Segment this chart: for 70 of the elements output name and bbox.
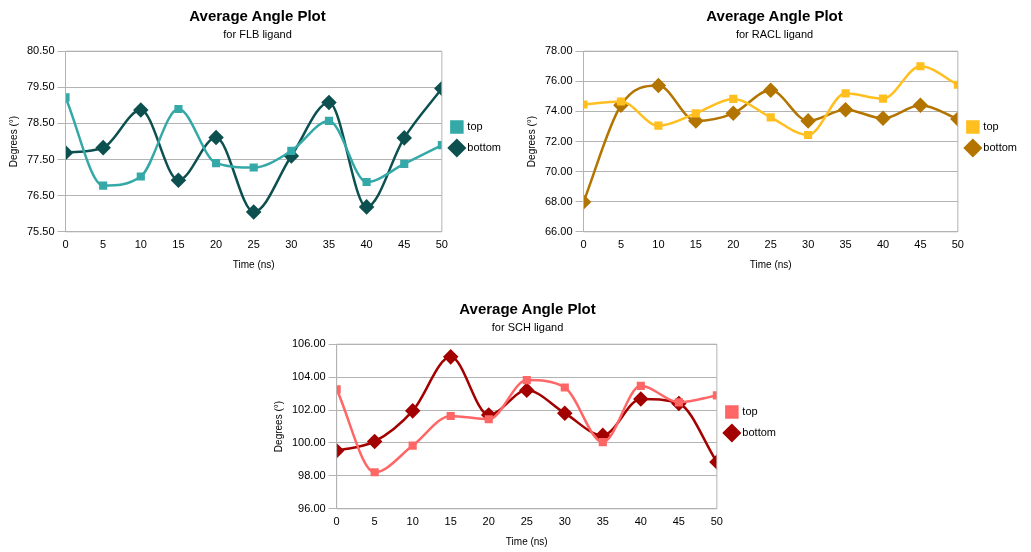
y-axis-title: Degrees (°) xyxy=(272,400,284,453)
x-tick-label: 0 xyxy=(333,515,340,528)
y-tick-label: 74.00 xyxy=(545,104,573,117)
x-tick-label: 30 xyxy=(802,238,815,251)
chart-title: Average Angle Plot xyxy=(706,7,843,25)
x-tick-label: 20 xyxy=(727,238,740,251)
y-tick-label: 76.00 xyxy=(545,74,573,87)
x-tick-label: 15 xyxy=(444,515,457,528)
x-tick-label: 35 xyxy=(322,238,336,251)
legend-label: top xyxy=(742,405,758,418)
chart-title: Average Angle Plot xyxy=(459,300,596,318)
x-tick-label: 10 xyxy=(406,515,419,528)
x-tick-label: 50 xyxy=(710,515,723,528)
x-axis-title: Time (ns) xyxy=(505,535,548,547)
x-tick-label: 35 xyxy=(596,515,609,528)
y-tick-label: 76.50 xyxy=(27,188,55,201)
x-tick-label: 40 xyxy=(634,515,647,528)
y-tick-label: 106.00 xyxy=(291,337,326,350)
x-tick-label: 5 xyxy=(100,238,107,251)
legend-label: bottom xyxy=(983,141,1018,154)
x-tick-label: 0 xyxy=(62,238,69,251)
y-tick-label: 100.00 xyxy=(291,435,326,448)
x-tick-label: 20 xyxy=(209,238,223,251)
y-tick-label: 77.50 xyxy=(27,152,55,165)
x-axis-title: Time (ns) xyxy=(749,258,792,270)
y-tick-label: 78.50 xyxy=(27,116,55,129)
chart-subtitle: for FLB ligand xyxy=(223,27,292,40)
x-tick-label: 10 xyxy=(652,238,665,251)
y-tick-label: 104.00 xyxy=(291,370,326,383)
x-tick-label: 10 xyxy=(134,238,147,251)
legend-label: bottom xyxy=(742,426,777,439)
legend-label: top xyxy=(983,120,999,133)
x-tick-label: 35 xyxy=(839,238,852,251)
y-tick-label: 96.00 xyxy=(298,501,326,514)
y-tick-label: 68.00 xyxy=(545,194,573,207)
x-tick-label: 50 xyxy=(951,238,964,251)
x-tick-label: 25 xyxy=(247,238,260,251)
y-axis-title: Degrees (°) xyxy=(7,115,19,168)
x-tick-label: 25 xyxy=(764,238,777,251)
y-tick-label: 75.50 xyxy=(27,224,55,237)
x-tick-label: 30 xyxy=(285,238,298,251)
x-tick-label: 15 xyxy=(172,238,185,251)
y-tick-label: 78.00 xyxy=(545,44,573,57)
x-tick-label: 50 xyxy=(435,238,448,251)
legend-label: top xyxy=(467,120,483,133)
x-tick-label: 15 xyxy=(689,238,702,251)
x-tick-label: 45 xyxy=(672,515,685,528)
y-axis-title: Degrees (°) xyxy=(525,115,537,168)
x-tick-label: 30 xyxy=(558,515,571,528)
x-tick-label: 5 xyxy=(371,515,378,528)
y-tick-label: 80.50 xyxy=(27,44,55,57)
y-tick-label: 102.00 xyxy=(291,403,326,416)
legend-label: bottom xyxy=(467,141,502,154)
y-tick-label: 66.00 xyxy=(545,224,573,237)
y-tick-label: 98.00 xyxy=(298,468,326,481)
y-tick-label: 72.00 xyxy=(545,134,573,147)
x-tick-label: 0 xyxy=(580,238,587,251)
x-tick-label: 45 xyxy=(914,238,927,251)
x-tick-label: 25 xyxy=(520,515,533,528)
y-tick-label: 70.00 xyxy=(545,164,573,177)
x-tick-label: 40 xyxy=(360,238,373,251)
x-tick-label: 40 xyxy=(876,238,890,251)
chart-title: Average Angle Plot xyxy=(189,7,326,25)
x-tick-label: 45 xyxy=(398,238,411,251)
x-tick-label: 20 xyxy=(482,515,495,528)
chart-subtitle: for RACL ligand xyxy=(735,27,814,40)
x-tick-label: 5 xyxy=(617,238,625,251)
x-axis-title: Time (ns) xyxy=(232,258,275,270)
chart-subtitle: for SCH ligand xyxy=(491,320,564,333)
y-tick-label: 79.50 xyxy=(27,80,55,93)
